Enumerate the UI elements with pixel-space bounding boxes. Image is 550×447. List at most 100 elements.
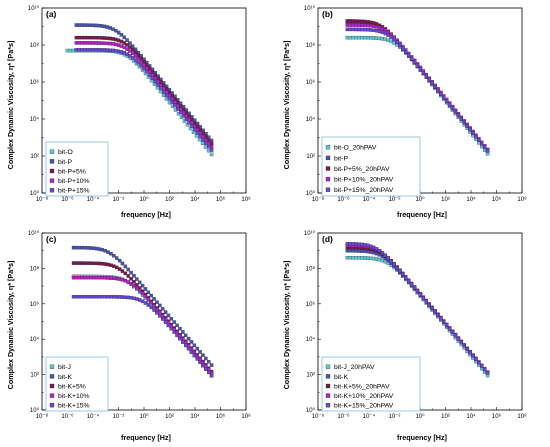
- data-point: [401, 272, 405, 277]
- data-point: [354, 256, 358, 260]
- data-point: [94, 275, 99, 280]
- data-point: [404, 275, 408, 280]
- x-tick-label: 10⁶: [492, 413, 502, 420]
- data-point: [153, 79, 157, 84]
- data-point: [209, 363, 214, 367]
- data-point: [374, 36, 379, 40]
- data-point: [128, 54, 132, 58]
- data-point: [74, 261, 79, 265]
- data-point: [158, 303, 162, 308]
- data-point: [363, 243, 367, 247]
- data-point: [132, 283, 136, 288]
- data-point: [354, 23, 358, 27]
- data-point: [132, 280, 136, 284]
- legend-swatch: [49, 383, 55, 389]
- y-tick-label: 10²: [30, 373, 39, 379]
- data-point: [354, 19, 358, 23]
- data-point: [398, 43, 402, 48]
- data-point: [123, 264, 128, 269]
- data-point: [380, 251, 385, 255]
- data-point: [114, 256, 119, 260]
- data-point: [366, 243, 370, 248]
- data-point: [106, 250, 110, 254]
- data-point: [201, 353, 205, 357]
- x-tick-label: 10⁴: [466, 413, 476, 420]
- data-point: [192, 343, 197, 347]
- data-point: [363, 19, 367, 24]
- data-point: [112, 254, 116, 258]
- series-4: [345, 27, 490, 153]
- data-point: [354, 27, 358, 32]
- data-point: [389, 35, 393, 39]
- x-tick-label: 10⁻⁸: [36, 196, 49, 203]
- data-point: [368, 256, 373, 261]
- data-point: [380, 258, 385, 263]
- data-point: [436, 88, 440, 93]
- data-point: [348, 35, 352, 40]
- data-point: [100, 276, 105, 280]
- data-point: [198, 134, 203, 139]
- x-axis-title: frequency [Hz]: [397, 433, 447, 442]
- data-point: [357, 23, 361, 27]
- data-point: [129, 270, 133, 275]
- y-axis-title: Complex Dynamic Viscosity, η* [Pa*s]: [282, 261, 291, 390]
- data-point: [380, 37, 385, 41]
- data-point: [383, 31, 388, 36]
- series-3: [74, 41, 214, 149]
- data-point: [482, 367, 487, 372]
- y-tick-label: 10⁶: [306, 79, 316, 86]
- data-point: [140, 283, 145, 288]
- data-point: [368, 20, 373, 25]
- series-1: [345, 249, 490, 375]
- legend-swatch: [325, 374, 331, 379]
- data-point: [444, 323, 449, 328]
- markers: [65, 23, 214, 157]
- data-point: [143, 294, 148, 299]
- data-point: [471, 354, 475, 358]
- data-point: [156, 83, 160, 87]
- legend-swatch: [49, 178, 55, 183]
- x-tick-label: 10⁸: [517, 413, 527, 420]
- data-point: [158, 314, 162, 318]
- data-point: [131, 51, 135, 56]
- data-point: [357, 249, 361, 253]
- data-point: [143, 287, 148, 291]
- legend-label: bit-K+10%: [58, 393, 90, 400]
- data-point: [103, 249, 107, 253]
- data-point: [368, 24, 373, 28]
- data-point: [377, 257, 382, 262]
- data-point: [155, 300, 159, 304]
- data-point: [139, 63, 143, 68]
- legend-swatch: [325, 403, 331, 408]
- data-point: [447, 102, 452, 107]
- data-point: [450, 106, 455, 110]
- y-tick-label: 10⁶: [30, 301, 40, 308]
- data-point: [129, 277, 133, 281]
- legend-swatch: [49, 188, 55, 193]
- data-point: [109, 276, 113, 280]
- series-4: [74, 48, 214, 152]
- data-point: [74, 275, 79, 280]
- x-tick-label: 10⁶: [216, 196, 226, 203]
- data-point: [194, 134, 199, 138]
- x-axis-title: frequency [Hz]: [397, 210, 447, 219]
- data-point: [145, 70, 149, 74]
- data-point: [109, 252, 113, 256]
- legend-label: bit-J: [58, 364, 71, 371]
- x-tick-label: 10²: [441, 414, 450, 420]
- data-point: [166, 323, 171, 328]
- data-point: [89, 295, 93, 299]
- legend-label: bit-P+10%_20hPAV: [334, 177, 394, 184]
- data-point: [137, 298, 142, 302]
- panel-b: 10⁻⁸ 10⁻⁶ 10⁻⁴ 10⁻² 10⁰ 10² 10⁴ 10⁶ 10⁸ 10⁰ 10² 10⁴…: [282, 5, 527, 219]
- data-point: [456, 113, 461, 118]
- data-point: [409, 282, 414, 287]
- data-point: [447, 326, 452, 331]
- legend-box: [321, 136, 421, 197]
- data-point: [181, 114, 186, 118]
- data-point: [135, 286, 139, 290]
- y-tick-label: 10²: [306, 154, 315, 160]
- markers: [345, 242, 490, 378]
- x-tick-label: 10²: [165, 197, 174, 203]
- y-tick-label: 10⁰: [306, 190, 316, 197]
